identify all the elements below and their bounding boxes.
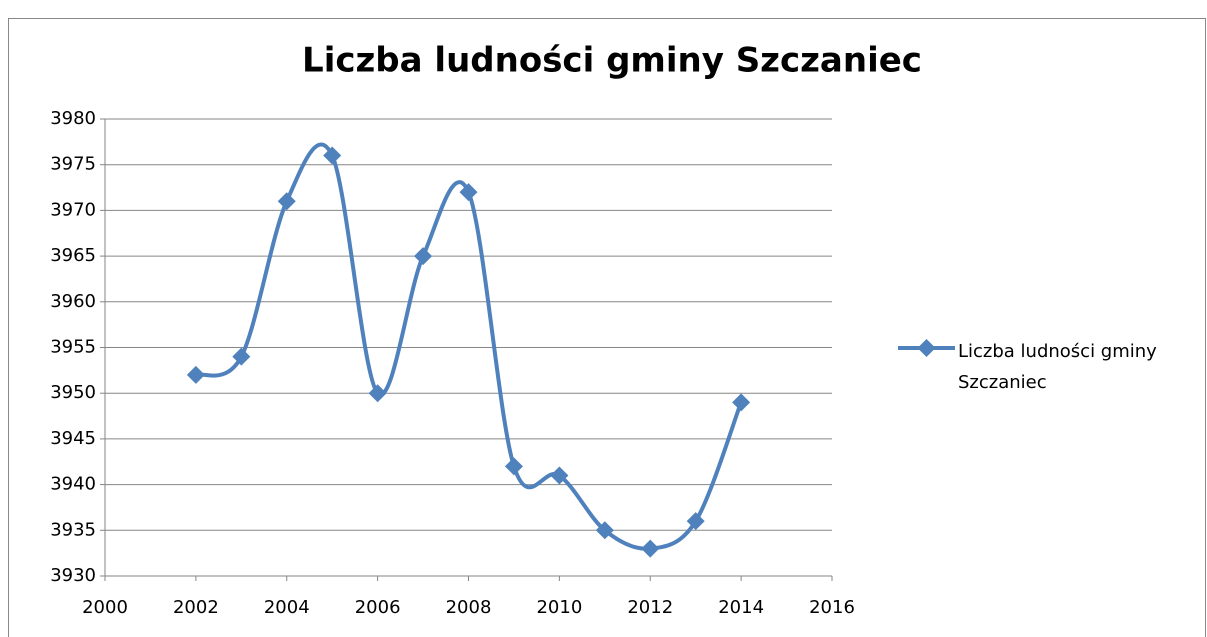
legend-marker (917, 339, 936, 357)
marker (186, 365, 205, 384)
y-tick-label: 3960 (50, 291, 96, 312)
y-tick-label: 3955 (50, 337, 96, 358)
marker (323, 146, 342, 165)
x-tick-label: 2014 (718, 597, 764, 618)
y-tick-label: 3935 (50, 519, 96, 540)
marker (504, 457, 523, 476)
y-tick-label: 3945 (50, 428, 96, 449)
y-tick-label: 3970 (50, 199, 96, 220)
chart-title: Liczba ludności gminy Szczaniec (302, 41, 922, 81)
marker (232, 347, 251, 366)
x-tick-label: 2016 (809, 597, 855, 618)
x-tick-label: 2000 (82, 597, 128, 618)
x-tick-label: 2012 (627, 597, 673, 618)
plot (186, 142, 955, 558)
marker (595, 521, 614, 540)
marker (459, 183, 478, 202)
legend-label: Liczba ludności gminy Szczaniec (958, 341, 1157, 393)
marker (550, 466, 569, 485)
x-tick-label: 2008 (446, 597, 492, 618)
y-tick-label: 3975 (50, 154, 96, 175)
y-tick-label: 3965 (50, 245, 96, 266)
marker (368, 384, 387, 403)
chart-border (8, 18, 1206, 637)
y-tick-label: 3980 (50, 108, 96, 129)
marker (732, 393, 751, 412)
x-tick-label: 2004 (264, 597, 310, 618)
marker (277, 192, 296, 211)
marker (641, 539, 660, 558)
y-tick-label: 3930 (50, 565, 96, 586)
marker (414, 247, 433, 266)
grid: 3930 3935 3940 3945 3950 3955 3960 3965 3970 3975… (50, 108, 855, 618)
marker (686, 512, 705, 531)
y-tick-label: 3950 (50, 382, 96, 403)
y-tick-label: 3940 (50, 474, 96, 495)
x-tick-label: 2006 (355, 597, 401, 618)
x-tick-label: 2002 (173, 597, 219, 618)
x-tick-label: 2010 (536, 597, 582, 618)
